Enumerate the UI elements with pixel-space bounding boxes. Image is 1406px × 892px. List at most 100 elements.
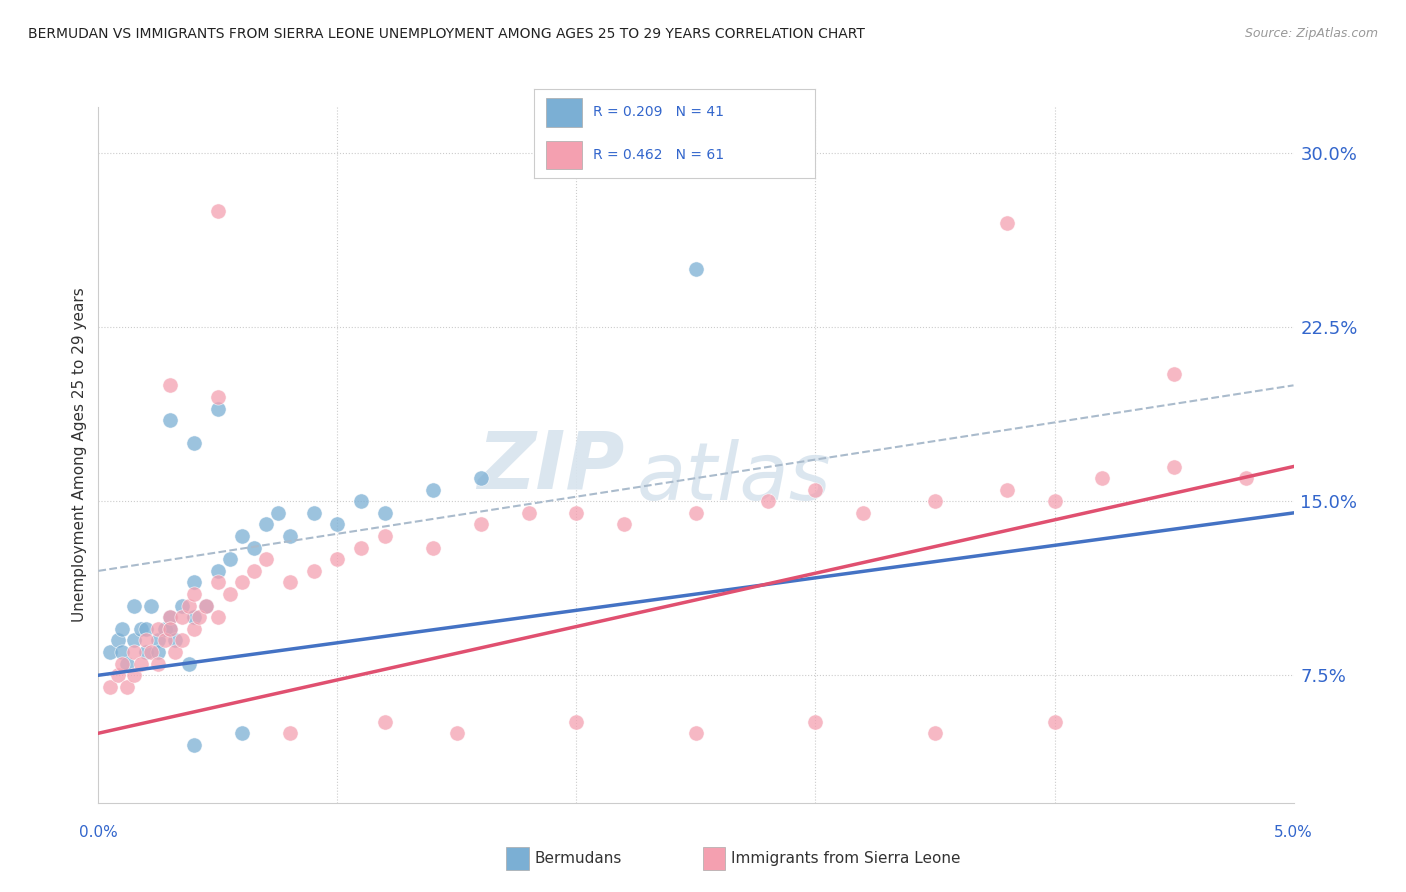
- Point: [995, 483, 1018, 497]
- Point: [267, 506, 290, 520]
- Point: [756, 494, 779, 508]
- Point: [1234, 471, 1257, 485]
- Point: [231, 529, 253, 543]
- Text: Immigrants from Sierra Leone: Immigrants from Sierra Leone: [731, 852, 960, 866]
- Point: [243, 541, 266, 555]
- Point: [183, 436, 205, 450]
- Point: [231, 726, 253, 740]
- Point: [155, 633, 177, 648]
- Point: [163, 645, 186, 659]
- Point: [1043, 714, 1066, 729]
- Point: [422, 541, 444, 555]
- Point: [1163, 459, 1185, 474]
- Point: [163, 633, 186, 648]
- Point: [374, 529, 396, 543]
- Point: [139, 599, 162, 613]
- Point: [159, 378, 181, 392]
- Text: R = 0.209   N = 41: R = 0.209 N = 41: [593, 105, 724, 120]
- Point: [131, 622, 153, 636]
- Point: [326, 552, 349, 566]
- Text: R = 0.462   N = 61: R = 0.462 N = 61: [593, 148, 724, 162]
- Point: [139, 645, 162, 659]
- Bar: [546, 141, 582, 169]
- Point: [470, 517, 492, 532]
- Point: [100, 645, 122, 659]
- Text: BERMUDAN VS IMMIGRANTS FROM SIERRA LEONE UNEMPLOYMENT AMONG AGES 25 TO 29 YEARS : BERMUDAN VS IMMIGRANTS FROM SIERRA LEONE…: [28, 27, 865, 41]
- Point: [124, 633, 146, 648]
- Point: [374, 506, 396, 520]
- Point: [278, 575, 301, 590]
- Point: [446, 726, 468, 740]
- Point: [107, 633, 129, 648]
- Point: [565, 714, 588, 729]
- Point: [159, 610, 181, 624]
- Point: [179, 657, 201, 671]
- Point: [183, 738, 205, 752]
- Point: [517, 506, 540, 520]
- Point: [148, 645, 170, 659]
- Point: [565, 506, 588, 520]
- Point: [148, 657, 170, 671]
- Point: [159, 610, 181, 624]
- Point: [995, 216, 1018, 230]
- Point: [100, 680, 122, 694]
- Point: [183, 575, 205, 590]
- Point: [350, 541, 373, 555]
- Point: [1163, 367, 1185, 381]
- Text: Source: ZipAtlas.com: Source: ZipAtlas.com: [1244, 27, 1378, 40]
- Point: [131, 657, 153, 671]
- Point: [187, 610, 209, 624]
- Point: [195, 599, 218, 613]
- Point: [422, 483, 444, 497]
- Text: 5.0%: 5.0%: [1274, 825, 1313, 840]
- Point: [207, 610, 229, 624]
- Point: [374, 714, 396, 729]
- Point: [278, 726, 301, 740]
- Point: [207, 564, 229, 578]
- Point: [685, 506, 707, 520]
- Text: ZIP: ZIP: [477, 427, 624, 506]
- Point: [111, 657, 134, 671]
- Point: [207, 401, 229, 416]
- Point: [148, 633, 170, 648]
- Y-axis label: Unemployment Among Ages 25 to 29 years: Unemployment Among Ages 25 to 29 years: [72, 287, 87, 623]
- Point: [135, 622, 157, 636]
- Point: [685, 262, 707, 277]
- Point: [231, 575, 253, 590]
- Point: [326, 517, 349, 532]
- Point: [685, 726, 707, 740]
- Point: [207, 204, 229, 219]
- Point: [278, 529, 301, 543]
- Point: [183, 610, 205, 624]
- Point: [852, 506, 875, 520]
- Point: [804, 483, 827, 497]
- Point: [107, 668, 129, 682]
- Point: [172, 610, 194, 624]
- Point: [159, 622, 181, 636]
- Point: [254, 552, 277, 566]
- Point: [804, 714, 827, 729]
- Point: [135, 645, 157, 659]
- Bar: [546, 98, 582, 127]
- Point: [470, 471, 492, 485]
- Point: [111, 645, 134, 659]
- Text: atlas: atlas: [637, 439, 831, 517]
- Point: [195, 599, 218, 613]
- Point: [243, 564, 266, 578]
- Point: [115, 657, 138, 671]
- Point: [135, 633, 157, 648]
- Point: [124, 645, 146, 659]
- Point: [207, 575, 229, 590]
- Text: Bermudans: Bermudans: [534, 852, 621, 866]
- Point: [924, 494, 946, 508]
- Point: [172, 599, 194, 613]
- Point: [159, 413, 181, 427]
- Point: [924, 726, 946, 740]
- Point: [124, 668, 146, 682]
- Point: [124, 599, 146, 613]
- Point: [254, 517, 277, 532]
- Point: [111, 622, 134, 636]
- Point: [115, 680, 138, 694]
- Point: [183, 587, 205, 601]
- Point: [219, 552, 242, 566]
